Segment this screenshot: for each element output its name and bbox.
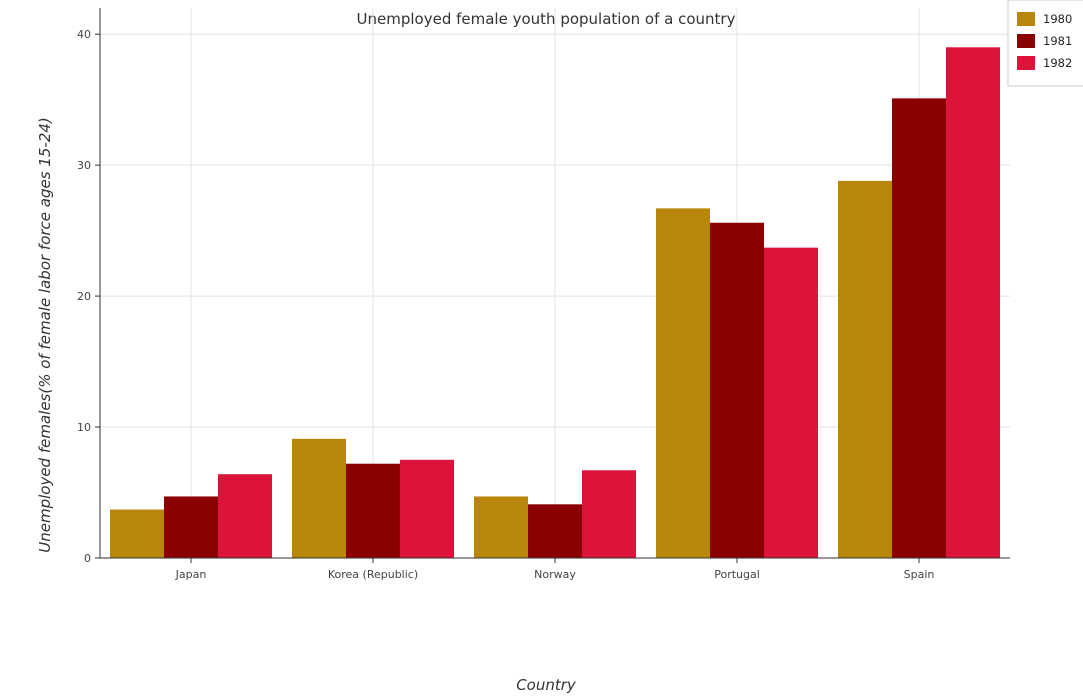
y-axis-title: Unemployed females(% of female labor for… <box>36 117 54 553</box>
axes <box>95 8 1010 563</box>
bar-1981-portugal <box>710 222 764 558</box>
legend-label: 1981 <box>1043 34 1072 48</box>
bar-1982-korea-republic <box>400 459 454 558</box>
bar-1981-korea-republic <box>346 463 400 558</box>
chart-title: Unemployed female youth population of a … <box>357 10 736 28</box>
bar-1980-portugal <box>656 208 710 558</box>
bar-1980-norway <box>474 496 528 558</box>
legend: 1980 1981 1982 <box>1007 0 1083 87</box>
y-tick-label: 0 <box>84 552 91 565</box>
x-tick-label: Korea (Republic) <box>328 568 418 581</box>
x-tick-label: Spain <box>904 568 935 581</box>
bar-1980-spain <box>838 180 892 558</box>
y-tick-label: 20 <box>77 290 91 303</box>
legend-label: 1980 <box>1043 12 1072 26</box>
bar-1981-norway <box>528 504 582 558</box>
bar-1980-korea-republic <box>292 438 346 558</box>
tick-labels: 0 10 20 30 40 Japan Korea (Republic) Norway Port… <box>77 28 934 581</box>
x-tick-label: Norway <box>534 568 576 581</box>
x-axis-title: Country <box>516 676 577 694</box>
bars <box>110 47 1000 559</box>
bar-1981-spain <box>892 98 946 558</box>
legend-label: 1982 <box>1043 56 1072 70</box>
bar-1982-spain <box>946 47 1000 559</box>
bar-1981-japan <box>164 496 218 558</box>
y-tick-label: 10 <box>77 421 91 434</box>
y-tick-label: 40 <box>77 28 91 41</box>
bar-1980-japan <box>110 509 164 558</box>
y-tick-label: 30 <box>77 159 91 172</box>
x-tick-label: Portugal <box>714 568 760 581</box>
bar-1982-japan <box>218 474 272 558</box>
bar-1982-portugal <box>764 247 818 558</box>
bar-1982-norway <box>582 470 636 558</box>
legend-swatch <box>1017 56 1035 70</box>
legend-swatch <box>1017 12 1035 26</box>
x-tick-label: Japan <box>175 568 207 581</box>
legend-swatch <box>1017 34 1035 48</box>
